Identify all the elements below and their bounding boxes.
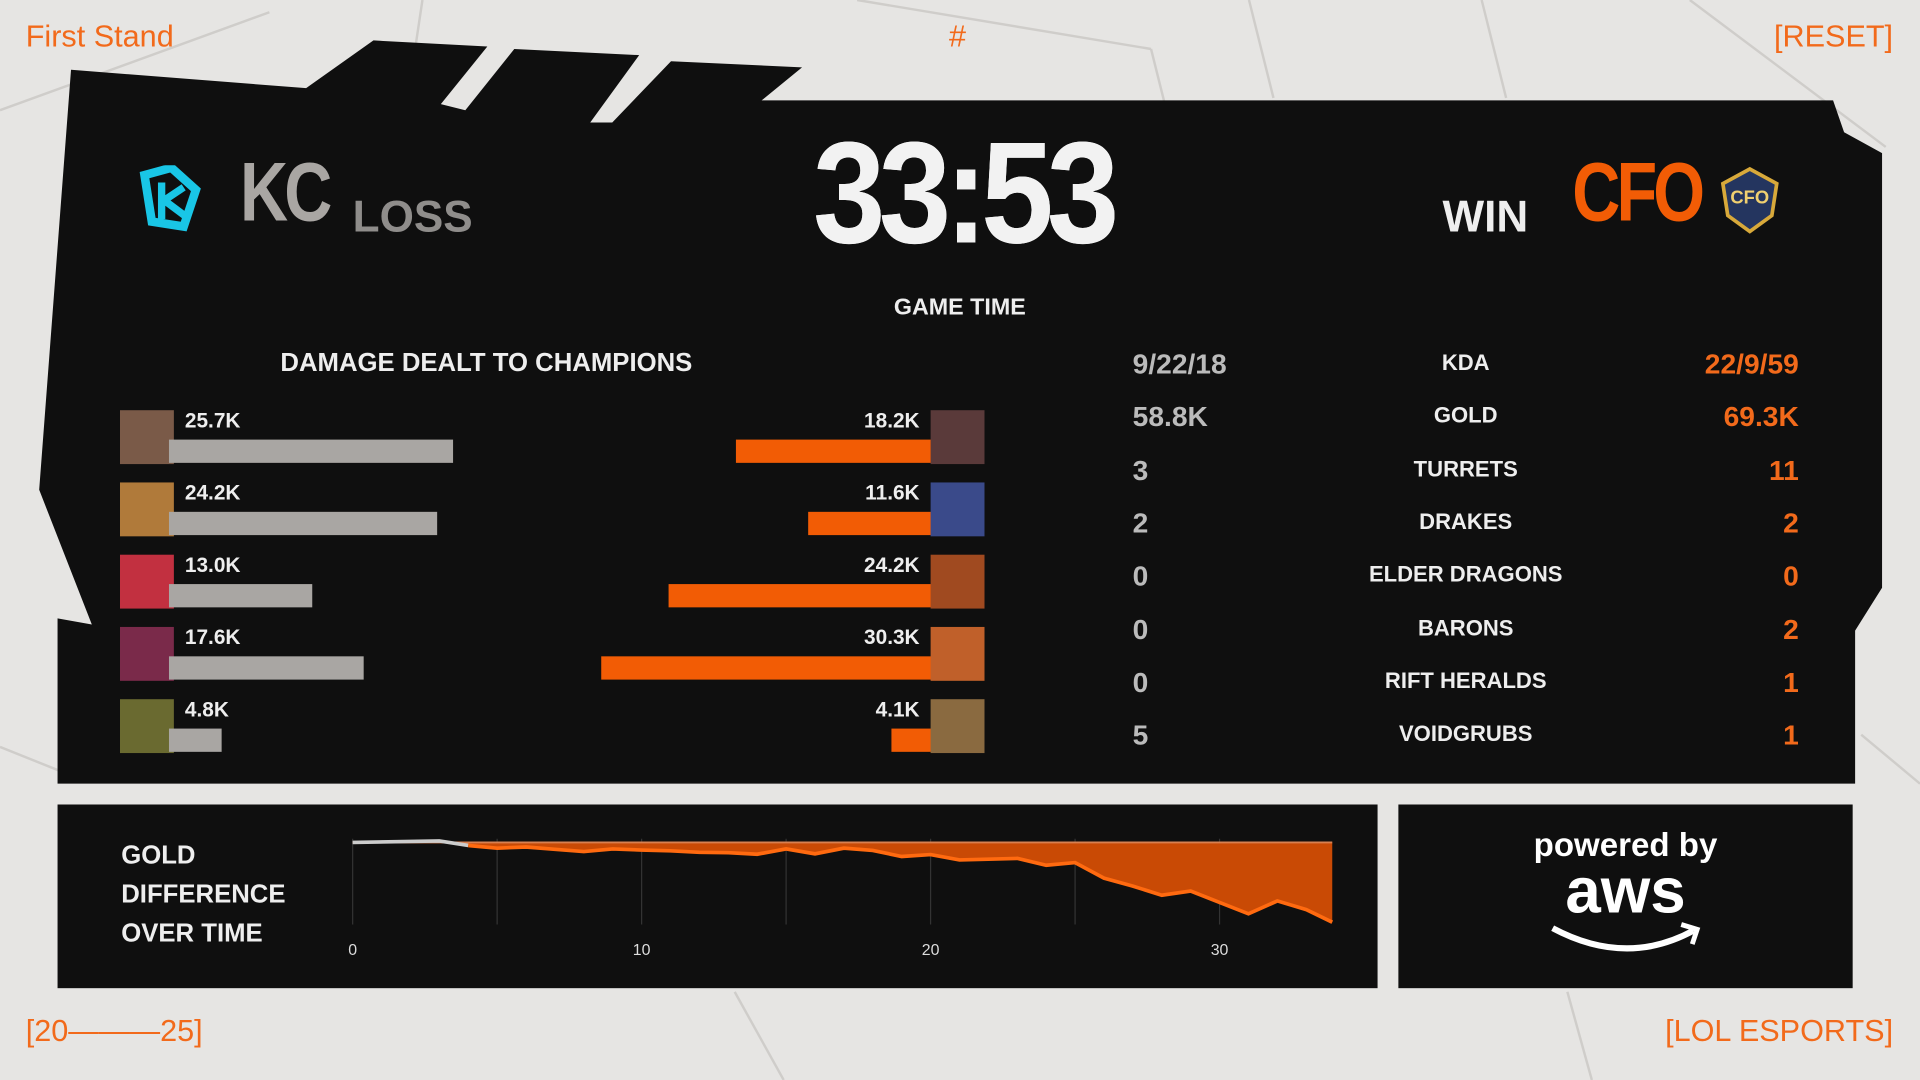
left-damage-value: 4.8K (184, 697, 229, 722)
right-champion-portrait (930, 626, 985, 681)
x-tick-label: 10 (633, 942, 651, 959)
left-stat-value: 9/22/18 (1132, 347, 1227, 380)
right-damage-bar (891, 728, 937, 752)
left-stat-value: 2 (1132, 506, 1149, 539)
right-team-result: WIN (1442, 191, 1529, 242)
left-damage-bar (168, 439, 454, 463)
stat-label: RIFT HERALDS (1384, 668, 1547, 693)
x-tick-label: 30 (1211, 942, 1229, 959)
right-damage-value: 4.1K (875, 697, 920, 722)
left-damage-bar (168, 584, 313, 608)
aws-smile-icon (1550, 922, 1700, 952)
right-damage-bar (735, 439, 937, 463)
x-tick-label: 0 (348, 942, 357, 959)
left-damage-value: 25.7K (184, 408, 241, 433)
right-stat-value: 2 (1783, 506, 1799, 539)
left-champion-portrait (120, 410, 174, 465)
right-damage-bar (669, 584, 937, 608)
right-stat-value: 11 (1769, 453, 1799, 486)
right-stat-value: 0 (1783, 559, 1799, 592)
svg-text:CFO: CFO (1730, 186, 1769, 207)
left-damage-bar (168, 656, 364, 680)
gold-chart-title-line: OVER TIME (121, 919, 263, 948)
aws-logo-text: aws (1565, 855, 1686, 927)
left-stat-value: 0 (1132, 665, 1149, 698)
stat-label: DRAKES (1419, 509, 1513, 534)
right-stat-value: 2 (1783, 612, 1799, 645)
right-damage-value: 30.3K (864, 625, 920, 649)
year-range: [20———25] (25, 1013, 203, 1049)
gold-chart-title-line: DIFFERENCE (121, 880, 286, 909)
right-team-name: CFO (1572, 145, 1705, 239)
gold-difference-chart: 0 10 20 30 (348, 838, 1334, 959)
right-damage-bar (808, 511, 937, 536)
stat-label: KDA (1441, 350, 1490, 375)
right-damage-bar (601, 656, 937, 680)
kc-logo-icon (139, 165, 201, 232)
cfo-logo-icon: CFO (1720, 166, 1779, 234)
right-stat-value: 69.3K (1723, 400, 1799, 433)
game-time: 33:53 (813, 112, 1119, 275)
right-damage-value: 11.6K (865, 481, 920, 505)
right-stat-value: 1 (1783, 665, 1799, 698)
gold-chart-title: GOLD DIFFERENCE OVER TIME (121, 836, 285, 954)
right-champion-portrait (930, 482, 985, 537)
right-damage-value: 24.2K (864, 553, 920, 577)
left-damage-bar (168, 511, 437, 536)
lol-esports-label: [LOL ESPORTS] (1665, 1013, 1894, 1049)
gold-diff-area (352, 840, 1333, 923)
right-stat-value: 1 (1783, 718, 1799, 751)
left-champion-portrait (120, 482, 174, 537)
left-damage-value: 24.2K (184, 481, 241, 505)
hash-mark: # (948, 19, 967, 54)
right-champion-portrait (930, 699, 985, 754)
right-champion-portrait (930, 410, 985, 465)
left-damage-value: 13.0K (184, 553, 241, 577)
game-time-label: GAME TIME (893, 295, 1026, 321)
aws-sponsor: powered by aws (1398, 827, 1852, 962)
left-stat-value: 0 (1132, 612, 1149, 645)
left-damage-bar (168, 728, 223, 752)
right-damage-value: 18.2K (864, 408, 920, 433)
left-team-name: KC (240, 145, 332, 239)
stat-label: BARONS (1417, 615, 1514, 640)
powered-by-text: powered by (1533, 826, 1718, 864)
stat-label: TURRETS (1413, 456, 1518, 481)
damage-title: DAMAGE DEALT TO CHAMPIONS (280, 348, 693, 378)
stat-label: ELDER DRAGONS (1368, 562, 1563, 587)
gold-diff-line-blue (352, 839, 469, 848)
left-champion-portrait (120, 554, 174, 609)
right-stat-value: 22/9/59 (1704, 347, 1799, 380)
x-tick-label: 20 (922, 942, 940, 959)
gold-diff-line-red (468, 843, 1334, 924)
left-stat-value: 5 (1132, 718, 1149, 751)
left-team-result: LOSS (352, 191, 473, 242)
right-champion-portrait (930, 554, 985, 609)
left-stat-value: 58.8K (1132, 400, 1208, 433)
stat-label: GOLD (1433, 403, 1498, 428)
left-damage-value: 17.6K (184, 625, 241, 649)
event-title: First Stand (25, 19, 174, 54)
reset-button[interactable]: [RESET] (1773, 19, 1894, 54)
left-champion-portrait (120, 699, 174, 754)
gold-chart-title-line: GOLD (121, 841, 196, 870)
stat-label: VOIDGRUBS (1398, 721, 1533, 746)
left-champion-portrait (120, 626, 174, 681)
left-stat-value: 3 (1132, 453, 1149, 486)
left-stat-value: 0 (1132, 559, 1149, 592)
